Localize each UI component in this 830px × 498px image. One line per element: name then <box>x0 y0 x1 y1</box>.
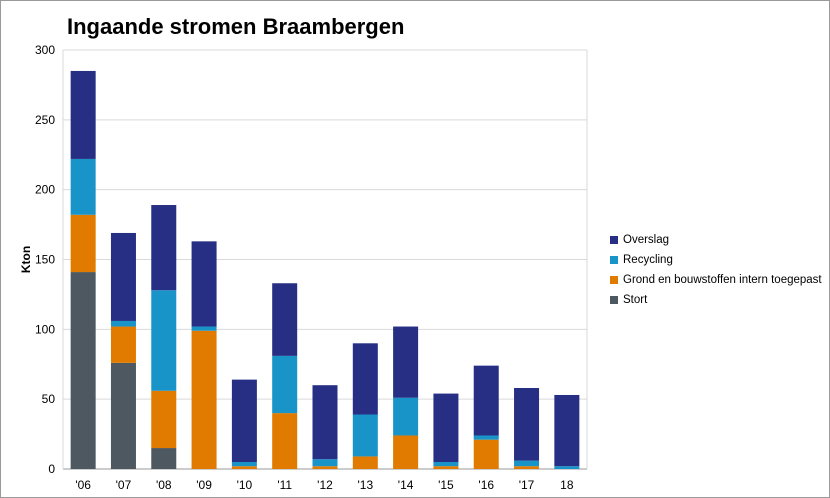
bar-segment <box>312 459 338 467</box>
x-tick-label: '09 <box>196 478 212 492</box>
bar-segment <box>352 343 378 415</box>
y-tick-label: 200 <box>35 183 55 197</box>
bar-segment <box>110 326 136 363</box>
y-tick-label: 100 <box>35 322 55 336</box>
legend-label: Grond en bouwstoffen intern toegepast <box>623 274 822 286</box>
bar-segment <box>514 466 540 469</box>
x-tick-label: '12 <box>317 478 333 492</box>
bar-segment <box>151 448 177 469</box>
legend-swatch <box>610 296 618 304</box>
bar-segment <box>151 205 177 291</box>
bar-segment <box>473 439 499 469</box>
bar-segment <box>473 435 499 440</box>
bar-segment <box>473 365 499 436</box>
y-tick-label: 300 <box>35 43 55 57</box>
bar-segment <box>393 397 419 436</box>
bar-segment <box>231 462 257 467</box>
bar-segment <box>393 326 419 398</box>
bar-segment <box>312 466 338 469</box>
y-tick-label: 50 <box>42 392 56 406</box>
bar-segment <box>70 70 96 159</box>
legend-swatch <box>610 256 618 264</box>
x-tick-label: '06 <box>75 478 91 492</box>
x-tick-label: '15 <box>438 478 454 492</box>
bar-segment <box>393 435 419 469</box>
x-tick-label: '10 <box>237 478 253 492</box>
bar-segment <box>352 456 378 469</box>
x-tick-label: '08 <box>156 478 172 492</box>
bar-segment <box>514 460 540 467</box>
bar-segment <box>433 462 459 467</box>
bar-segment <box>312 385 338 460</box>
bar-segment <box>110 232 136 321</box>
bar-segment <box>151 290 177 391</box>
bar-segment <box>231 379 257 463</box>
bar-segment <box>433 393 459 463</box>
bar-segment <box>151 390 177 449</box>
x-tick-label: '13 <box>357 478 373 492</box>
legend-swatch <box>610 276 618 284</box>
bar-segment <box>272 355 298 414</box>
bar-segment <box>352 414 378 457</box>
x-tick-label: '07 <box>116 478 132 492</box>
legend-item: Stort <box>610 290 822 310</box>
bar-segment <box>70 214 96 273</box>
legend-swatch <box>610 236 618 244</box>
bar-segment <box>70 158 96 215</box>
bar-segment <box>272 413 298 469</box>
legend-item: Overslag <box>610 230 822 250</box>
y-axis-label: Kton <box>19 246 33 273</box>
x-tick-label: 18 <box>560 478 574 492</box>
bar-segment <box>554 394 580 467</box>
legend-item: Grond en bouwstoffen intern toegepast <box>610 270 822 290</box>
legend-label: Recycling <box>623 254 673 266</box>
legend-label: Overslag <box>623 234 670 246</box>
y-tick-label: 250 <box>35 113 55 127</box>
legend-label: Stort <box>623 294 648 306</box>
bar-segment <box>110 362 136 469</box>
bar-segment <box>191 326 217 331</box>
bar-segment <box>433 466 459 469</box>
x-tick-label: '14 <box>398 478 414 492</box>
y-tick-label: 0 <box>48 462 55 476</box>
bar-segment <box>554 466 580 469</box>
bar-segment <box>272 283 298 356</box>
bar-segment <box>191 330 217 469</box>
chart-title: Ingaande stromen Braambergen <box>67 14 405 39</box>
bar-segment <box>514 387 540 461</box>
bar-segment <box>110 320 136 327</box>
bar-segment <box>231 466 257 469</box>
x-tick-label: '17 <box>519 478 535 492</box>
legend-item: Recycling <box>610 250 822 270</box>
bar-segment <box>70 272 96 469</box>
x-tick-label: '16 <box>478 478 494 492</box>
x-tick-label: '11 <box>277 478 292 492</box>
bar-segment <box>191 241 217 327</box>
legend: Overslag Recycling Grond en bouwstoffen in… <box>610 230 822 310</box>
y-tick-label: 150 <box>35 253 55 267</box>
